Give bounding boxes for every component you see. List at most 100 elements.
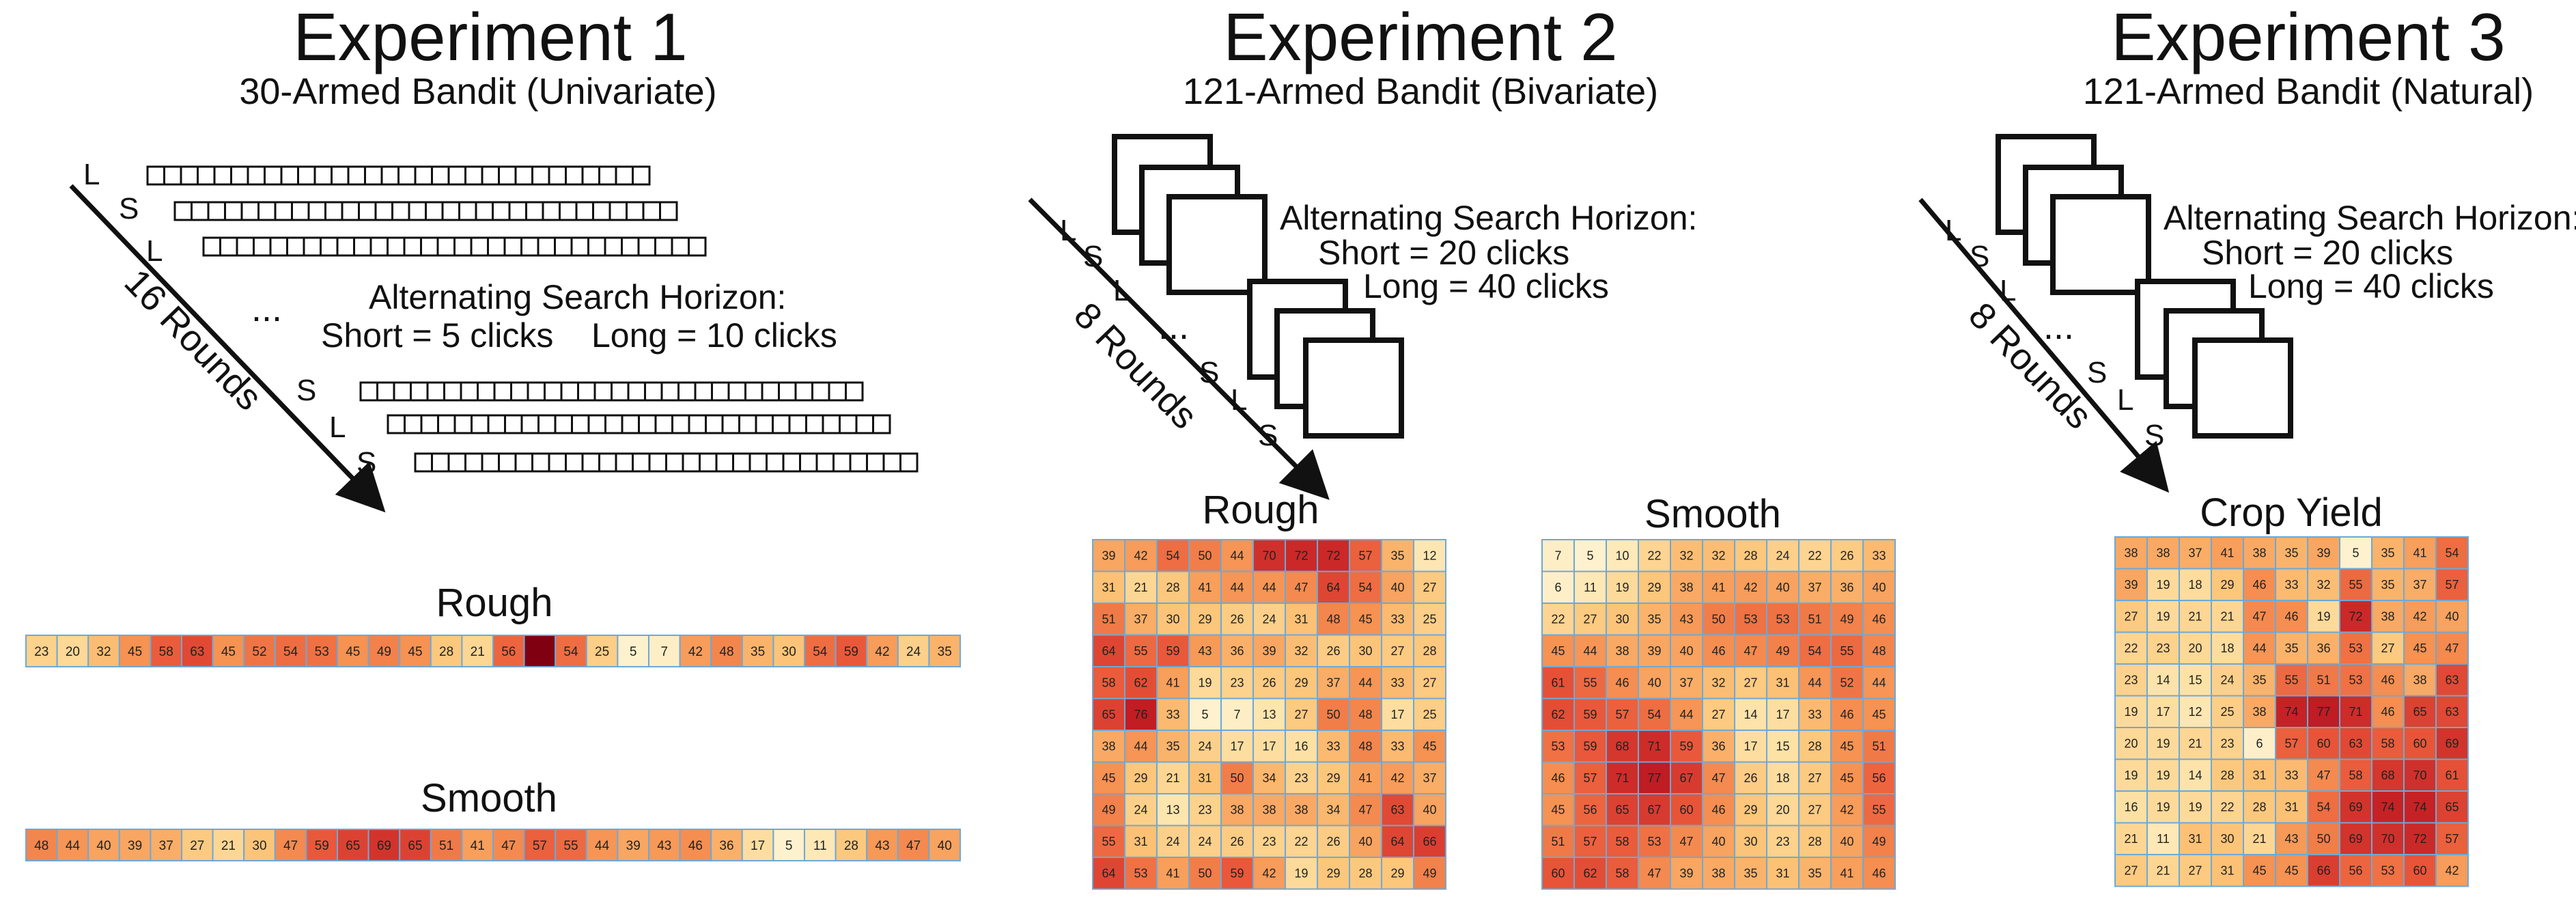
exp3-crop-cell bbox=[2339, 854, 2372, 887]
exp3-crop-cell-value: 32 bbox=[2316, 578, 2330, 592]
exp3-crop-cell-value: 35 bbox=[2284, 641, 2298, 655]
exp3-crop-cell bbox=[2146, 631, 2180, 665]
exp2-rough-cell-value: 37 bbox=[1423, 771, 1436, 785]
exp3-crop-cell bbox=[2275, 854, 2308, 887]
exp1-smooth-cell-value: 37 bbox=[159, 839, 173, 853]
exp1-arm-box bbox=[280, 165, 299, 186]
exp2-smooth-cell-value: 57 bbox=[1583, 771, 1597, 785]
exp3-crop-cell bbox=[2275, 727, 2308, 760]
exp3-crop-cell-value: 72 bbox=[2413, 832, 2426, 846]
exp2-smooth-cell-value: 40 bbox=[1776, 581, 1789, 594]
exp3-crop-cell bbox=[2403, 790, 2437, 824]
exp3-crop-cell-value: 46 bbox=[2284, 610, 2298, 624]
exp3-crop-cell-value: 77 bbox=[2316, 705, 2330, 719]
exp2-rough-cell bbox=[1349, 761, 1382, 794]
exp1-rough-cell bbox=[585, 635, 619, 667]
exp1-arm-box bbox=[577, 381, 596, 402]
exp2-rough-cell-value: 25 bbox=[1423, 613, 1436, 626]
exp1-arm-box bbox=[498, 452, 517, 473]
exp2-rough-cell bbox=[1349, 539, 1382, 572]
exp1-arm-box bbox=[286, 236, 305, 257]
exp1-arm-box bbox=[369, 236, 389, 257]
exp2-smooth-cell-value: 47 bbox=[1744, 644, 1757, 658]
exp2-rough-cell bbox=[1349, 793, 1382, 827]
exp3-crop-cell-value: 37 bbox=[2188, 546, 2202, 560]
exp1-arm-box bbox=[441, 201, 460, 221]
exp3-crop-cell-value: 31 bbox=[2188, 832, 2202, 846]
exp1-rough-cell-value: 58 bbox=[159, 645, 173, 659]
exp2-smooth-cell bbox=[1702, 570, 1735, 604]
exp1-arm-box bbox=[772, 414, 791, 434]
exp1-arm-box bbox=[240, 201, 260, 221]
exp3-crop-cell bbox=[2307, 600, 2340, 633]
exp1-rounds-label: 16 Rounds bbox=[117, 262, 270, 419]
exp2-smooth-cell bbox=[1702, 730, 1735, 763]
exp3-crop-cell bbox=[2339, 536, 2372, 570]
exp2-rough-cell-value: 13 bbox=[1262, 708, 1276, 721]
exp2-rough-cell-value: 36 bbox=[1230, 644, 1244, 658]
exp1-arm-box bbox=[380, 165, 400, 186]
exp3-crop-cell bbox=[2146, 536, 2180, 570]
exp2-rough-cell-value: 17 bbox=[1390, 708, 1404, 721]
exp1-arm-box bbox=[548, 452, 567, 473]
exp1-arm-box bbox=[297, 165, 316, 186]
exp2-smooth-cell-value: 44 bbox=[1872, 676, 1886, 690]
exp1-smooth-cell-value: 36 bbox=[719, 839, 733, 853]
exp2-rough-cell-value: 23 bbox=[1198, 803, 1212, 817]
exp2-rough-cell-value: 55 bbox=[1102, 835, 1115, 848]
exp1-arm-box bbox=[581, 452, 600, 473]
exp2-rough-cell bbox=[1381, 634, 1414, 667]
exp2-smooth-cell-value: 31 bbox=[1776, 676, 1789, 690]
exp3-crop-cell bbox=[2371, 536, 2405, 570]
exp3-crop-cell-value: 42 bbox=[2413, 610, 2426, 624]
exp1-arm-box bbox=[565, 452, 584, 473]
exp1-smooth-cell-value: 47 bbox=[906, 839, 921, 853]
exp2-rough-cell-value: 24 bbox=[1134, 803, 1147, 817]
exp3-crop-cell bbox=[2435, 822, 2469, 855]
exp2-rough-cell-value: 49 bbox=[1423, 867, 1436, 881]
exp1-rough-cell bbox=[897, 635, 930, 667]
exp1-subtitle: 30-Armed Bandit (Univariate) bbox=[239, 71, 716, 112]
exp1-rough-cell-value: 49 bbox=[377, 645, 391, 659]
exp2-smooth-cell bbox=[1638, 857, 1671, 890]
exp3-crop-cell-value: 69 bbox=[2445, 737, 2459, 751]
exp2-rough-cell-value: 42 bbox=[1134, 549, 1147, 563]
exp2-smooth-cell-value: 18 bbox=[1776, 771, 1789, 785]
exp2-rough-cell-value: 40 bbox=[1390, 581, 1404, 594]
exp1-arm-box bbox=[811, 381, 830, 402]
exp2-rough-cell bbox=[1220, 570, 1254, 604]
exp2-smooth-cell-value: 47 bbox=[1647, 867, 1661, 881]
exp1-arm-box bbox=[654, 414, 673, 434]
exp3-crop-cell-value: 22 bbox=[2220, 801, 2234, 814]
exp2-smooth-cell bbox=[1862, 603, 1896, 636]
exp2-rough-cell-value: 72 bbox=[1326, 549, 1340, 563]
exp2-rough-cell bbox=[1156, 697, 1190, 731]
exp1-arm-box bbox=[443, 381, 462, 402]
exp2-smooth-cell-value: 45 bbox=[1551, 803, 1565, 817]
exp2-smooth-cell-value: 60 bbox=[1679, 803, 1693, 817]
exp2-smooth-cell bbox=[1798, 570, 1832, 604]
exp1-arm-box bbox=[403, 236, 422, 257]
exp1-arm-box bbox=[755, 414, 774, 434]
exp1-rough-cell-value: 32 bbox=[96, 645, 111, 659]
exp2-rough-cell-value: 29 bbox=[1294, 676, 1308, 690]
exp1-arm-strips bbox=[146, 165, 919, 473]
exp2-rough-cell-value: 44 bbox=[1134, 740, 1147, 753]
exp2-smooth-cell-value: 36 bbox=[1711, 740, 1725, 753]
exp3-crop-cell-value: 50 bbox=[2316, 832, 2330, 846]
exp1-rough-cell-value: 20 bbox=[66, 645, 80, 659]
exp2-smooth-cell-value: 41 bbox=[1840, 867, 1853, 881]
exp2-smooth-cell-value: 40 bbox=[1647, 676, 1661, 690]
exp2-rough-cell-value: 63 bbox=[1390, 803, 1404, 817]
exp2-rough-cell-value: 23 bbox=[1262, 835, 1276, 848]
exp1-arm-box bbox=[565, 165, 584, 186]
exp1-arm-box bbox=[514, 165, 533, 186]
exp3-crop-cell-value: 14 bbox=[2156, 674, 2170, 687]
exp3-crop-cell-value: 55 bbox=[2349, 578, 2362, 592]
exp2-rough-cell-value: 28 bbox=[1166, 581, 1179, 594]
exp1-arm-box bbox=[688, 414, 707, 434]
exp2-smooth-cell bbox=[1798, 857, 1832, 890]
exp1-arm-box bbox=[458, 201, 477, 221]
exp3-crop-cell bbox=[2211, 695, 2244, 728]
exp1-arm-box bbox=[414, 165, 433, 186]
